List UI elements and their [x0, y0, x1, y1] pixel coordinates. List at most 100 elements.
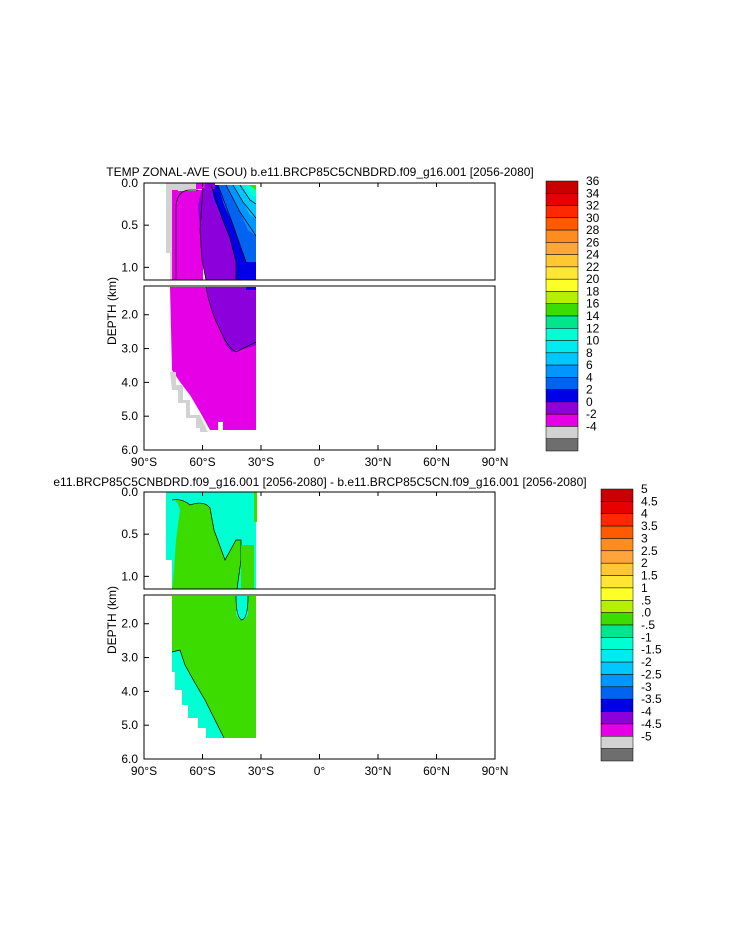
contour-line [205, 286, 257, 353]
colorbar-label: 28 [586, 223, 600, 237]
field-patch [218, 422, 223, 432]
colorbar-label: 4.5 [641, 494, 658, 508]
bottom-lower-field [171, 595, 256, 739]
x-tick-label: 90°N [482, 764, 509, 778]
colorbar-label: 3.5 [641, 519, 658, 533]
colorbar-label: 2 [586, 383, 593, 397]
y-tick-label: 1.0 [121, 260, 138, 274]
colorbar-label: 20 [586, 272, 600, 286]
colorbar-box [600, 661, 634, 675]
contour-line [235, 595, 249, 621]
x-tick-label: 30°N [365, 455, 392, 469]
y-tick-label: 2.0 [121, 617, 138, 631]
colorbar-label: 1 [641, 581, 648, 595]
y-tick-label: 4.0 [121, 684, 138, 698]
field-patch [249, 185, 256, 190]
colorbar-label: 30 [586, 211, 600, 225]
colorbar-box [545, 193, 579, 206]
y-tick-label: 3.0 [121, 651, 138, 665]
x-tick-label: 60°N [423, 764, 450, 778]
top-y-ticks: 0.0 0.5 1.0 2.0 3.0 4.0 5.0 6.0 [121, 176, 149, 457]
y-tick-label: 0.0 [121, 485, 138, 499]
contour-line [232, 184, 257, 219]
colorbar-label: 32 [586, 199, 600, 213]
colorbar-box [600, 525, 634, 539]
top-title: TEMP ZONAL-AVE (SOU) b.e11.BRCP85C5CNBDR… [106, 165, 534, 179]
x-tick-label: 90°N [482, 455, 509, 469]
colorbar-label: -1.5 [641, 643, 662, 657]
colorbar-box [600, 513, 634, 527]
colorbar-box [545, 340, 579, 354]
colorbar-label: 1.5 [641, 569, 658, 583]
colorbar-box [600, 501, 634, 514]
x-tick-label: 30°S [248, 455, 274, 469]
colorbar-box [600, 723, 634, 737]
colorbar-box [545, 242, 579, 255]
colorbar-box [600, 674, 634, 688]
colorbar-box [545, 315, 579, 329]
colorbar-box [545, 180, 579, 194]
colorbar-label: -.5 [641, 618, 655, 632]
colorbar-box [600, 562, 634, 576]
colorbar-box [600, 488, 634, 502]
bottom-y-ticks: 0.0 0.5 1.0 2.0 3.0 4.0 5.0 6.0 [121, 485, 149, 766]
contour-line [171, 649, 225, 739]
colorbar-box [600, 637, 634, 650]
colorbar-label: 14 [586, 309, 600, 323]
colorbar-label: 34 [586, 186, 600, 200]
x-tick-label: 0° [314, 764, 326, 778]
field-patch [236, 596, 248, 620]
colorbar-label: 12 [586, 321, 600, 335]
colorbar-box [545, 364, 579, 378]
y-tick-label: 4.0 [121, 375, 138, 389]
colorbar-box [600, 587, 634, 601]
colorbar-label: -4.5 [641, 717, 662, 731]
colorbar-box [600, 649, 634, 663]
colorbar-label: -1 [641, 630, 652, 644]
colorbar-box [600, 686, 634, 700]
colorbar-box [545, 328, 579, 341]
colorbar-label: .0 [641, 606, 651, 620]
field-patch [198, 185, 236, 280]
field-patch [166, 183, 172, 253]
bottom-title: e11.BRCP85C5CNBDRD.f09_g16.001 [2056-208… [53, 475, 586, 489]
colorbar-label: -2 [586, 407, 597, 421]
y-tick-label: 0.5 [121, 527, 138, 541]
colorbar-label: 22 [586, 260, 600, 274]
colorbar-label: 36 [586, 174, 600, 188]
colorbar-box [545, 229, 579, 243]
colorbar-label: 3 [641, 531, 648, 545]
field-patch [172, 650, 224, 738]
colorbar-label: 4 [586, 370, 593, 384]
x-tick-label: 90°S [131, 455, 157, 469]
colorbar-box [600, 575, 634, 589]
field-patch [241, 545, 254, 589]
x-tick-label: 60°S [189, 764, 215, 778]
colorbar-label: -3 [641, 680, 652, 694]
colorbar-label: 10 [586, 334, 600, 348]
colorbar-label: .5 [641, 593, 651, 607]
top-ylabel: DEPTH (km) [105, 277, 119, 345]
colorbar-box [600, 538, 634, 552]
colorbar-box [600, 698, 634, 712]
colorbar-box [545, 278, 579, 292]
colorbar-box [545, 426, 579, 439]
field-patch [200, 428, 208, 432]
y-tick-label: 6.0 [121, 443, 138, 457]
y-tick-label: 2.0 [121, 308, 138, 322]
colorbar-label: 16 [586, 297, 600, 311]
colorbar-box [600, 748, 634, 762]
bottom-x-ticks: 90°S 60°S 30°S 0° 30°N 60°N 90°N [131, 492, 508, 778]
colorbar-label: -2 [641, 655, 652, 669]
field-patch [178, 183, 196, 191]
field-patch [172, 499, 241, 589]
y-tick-label: 0.5 [121, 218, 138, 232]
contour-line [239, 184, 257, 205]
x-tick-label: 30°S [248, 764, 274, 778]
y-tick-label: 3.0 [121, 342, 138, 356]
field-patch [246, 287, 256, 290]
colorbar-box [600, 624, 634, 638]
colorbar-label: 6 [586, 358, 593, 372]
